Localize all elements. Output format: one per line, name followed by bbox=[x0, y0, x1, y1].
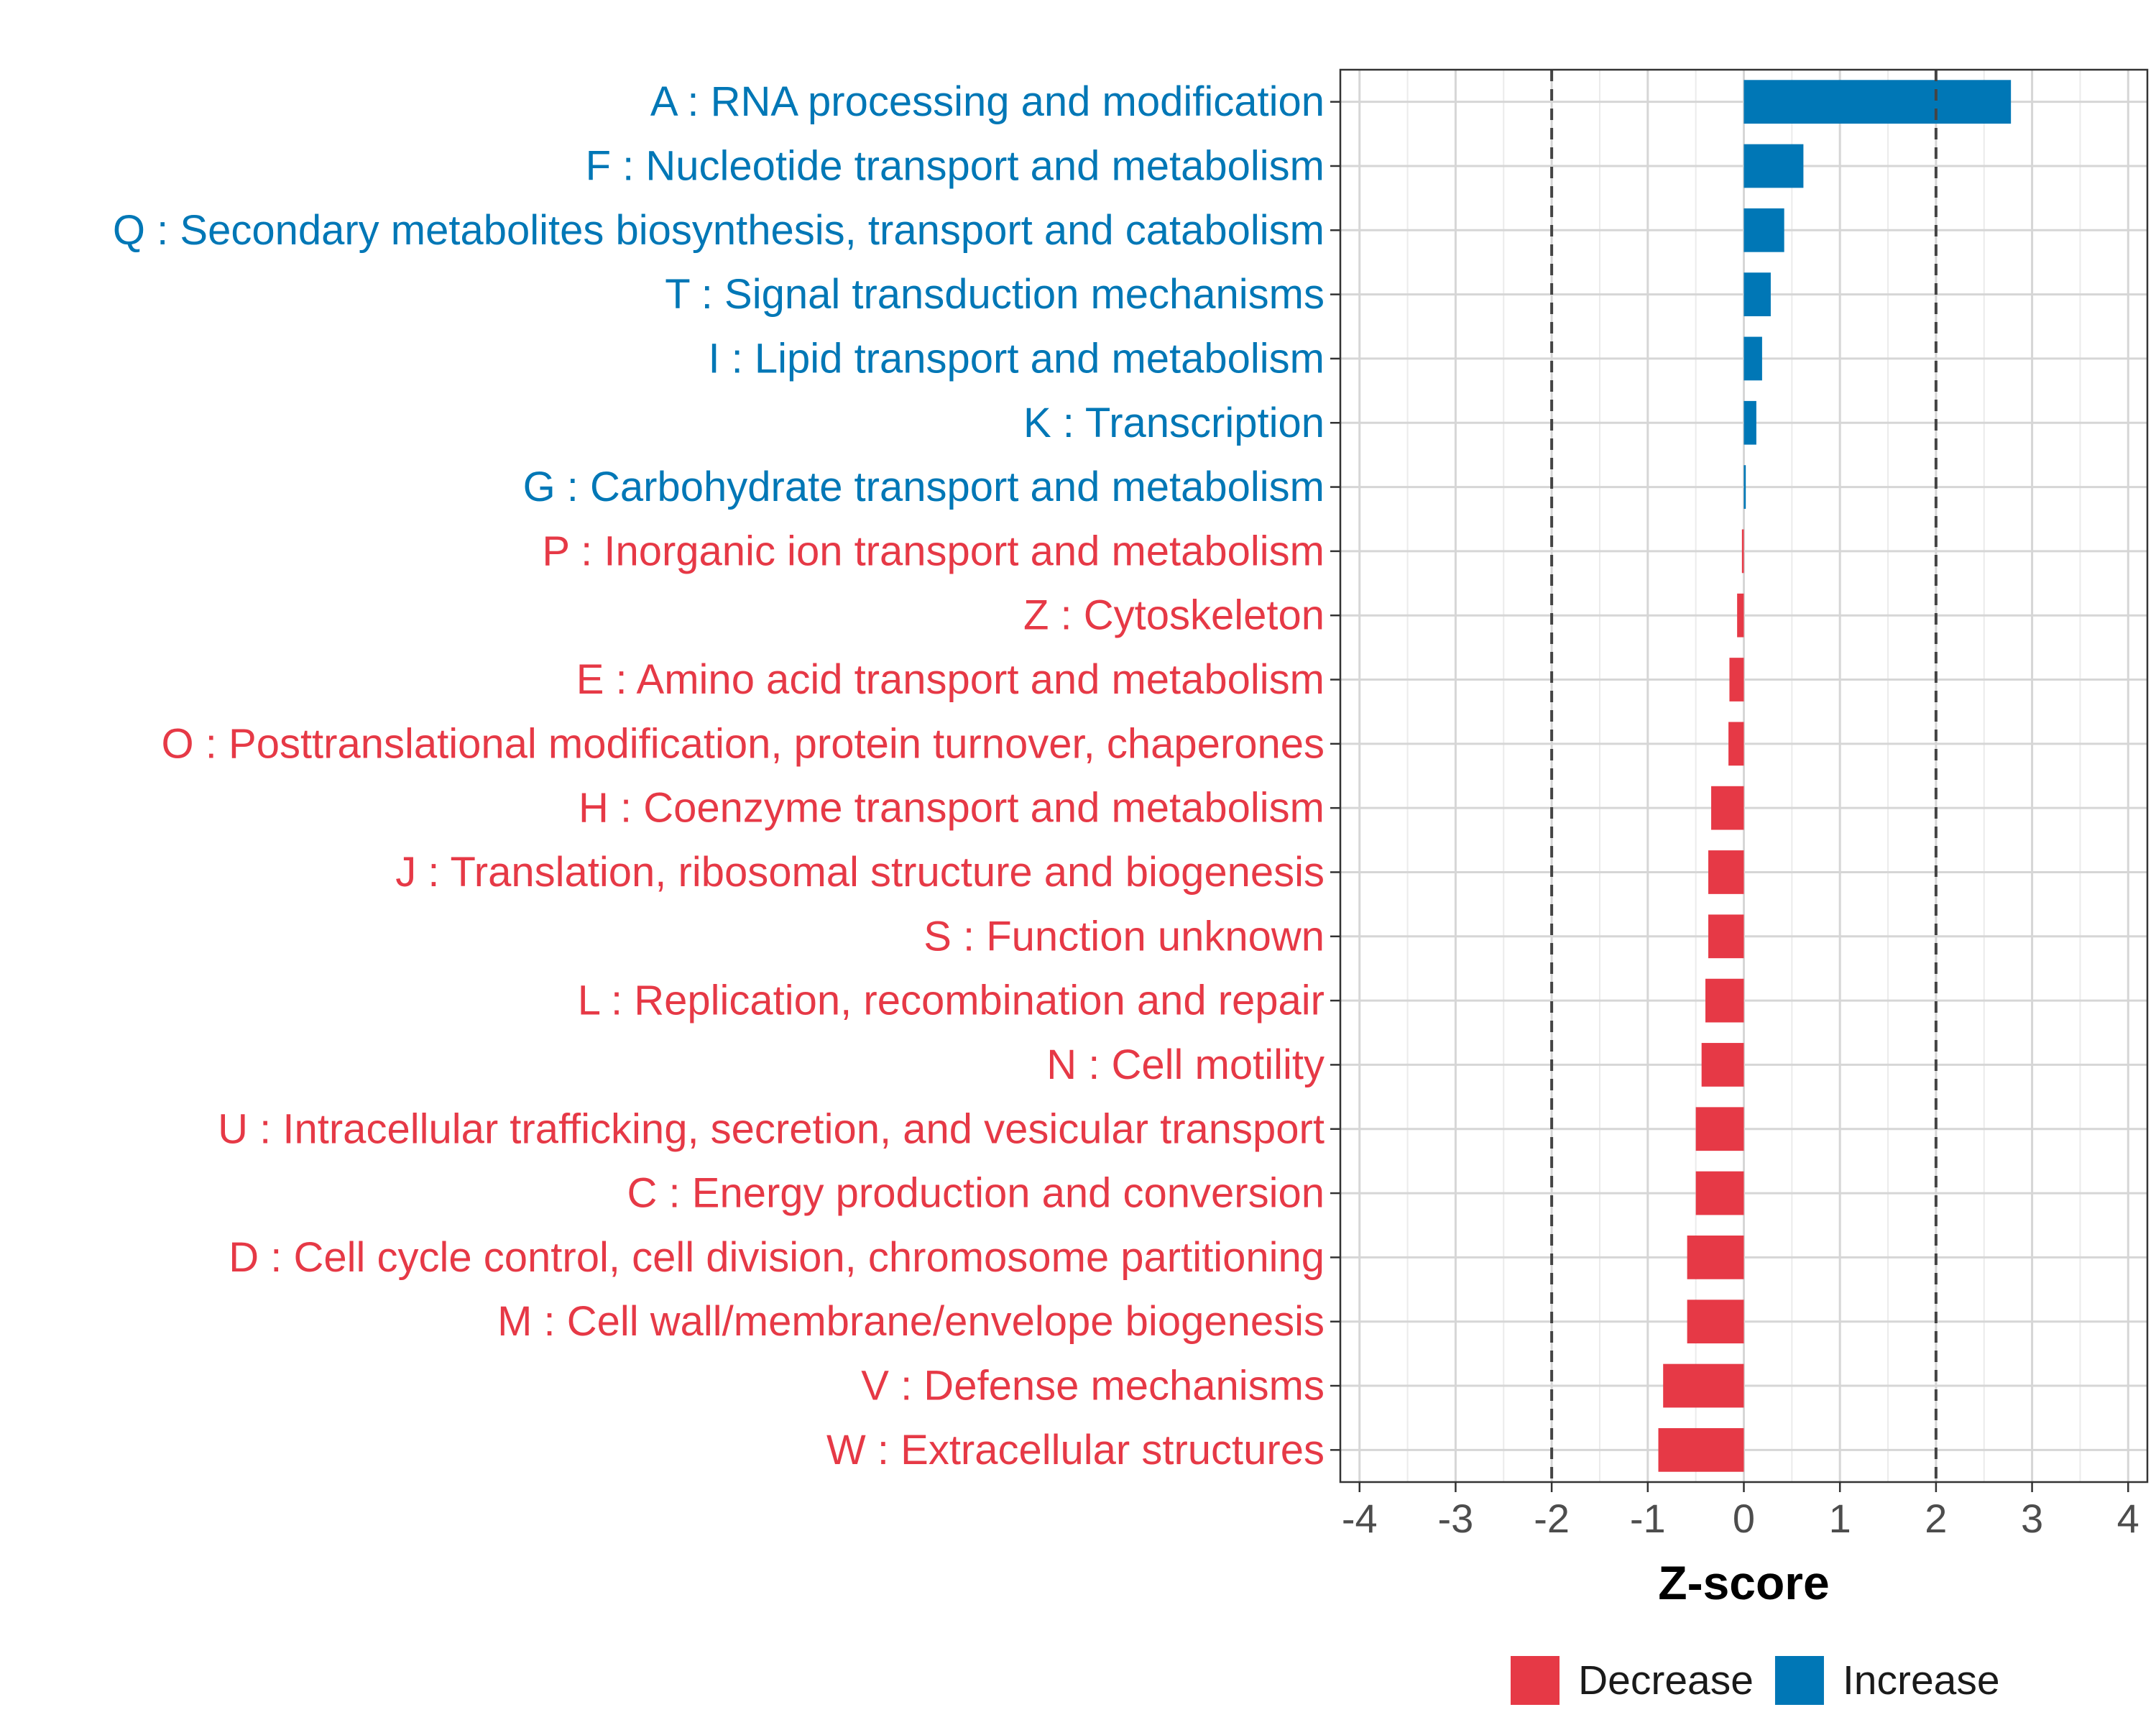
bar-f bbox=[1743, 144, 1804, 188]
x-tick-label: 4 bbox=[2117, 1496, 2139, 1541]
legend-label-increase: Increase bbox=[1843, 1657, 2000, 1703]
bars-group bbox=[1658, 80, 2012, 1472]
bar-z bbox=[1737, 593, 1744, 638]
legend-key-decrease bbox=[1511, 1656, 1560, 1705]
bar-k bbox=[1743, 400, 1756, 445]
y-tick-label: J : Translation, ribosomal structure and… bbox=[395, 849, 1325, 896]
legend: Decrease Increase bbox=[1511, 1656, 2000, 1705]
y-tick-label: S : Function unknown bbox=[923, 913, 1325, 960]
bar-i bbox=[1743, 336, 1762, 381]
x-tick-label: -4 bbox=[1342, 1496, 1378, 1541]
bar-q bbox=[1743, 208, 1784, 252]
x-tick-label: -1 bbox=[1630, 1496, 1666, 1541]
x-axis: -4 -3 -2 -1 0 1 2 3 4 bbox=[1342, 1482, 2139, 1541]
bar-d bbox=[1687, 1236, 1744, 1279]
y-tick-label: N : Cell motility bbox=[1046, 1041, 1325, 1088]
y-tick-label: F : Nucleotide transport and metabolism bbox=[586, 142, 1325, 189]
y-tick-label: L : Replication, recombination and repai… bbox=[578, 978, 1325, 1024]
bar-m bbox=[1687, 1300, 1744, 1344]
y-tick-label: O : Posttranslational modification, prot… bbox=[162, 720, 1325, 767]
bar-g bbox=[1743, 465, 1746, 509]
bar-n bbox=[1701, 1043, 1744, 1087]
bar-e bbox=[1729, 658, 1744, 702]
x-tick-label: 0 bbox=[1733, 1496, 1755, 1541]
y-tick-label: M : Cell wall/membrane/envelope biogenes… bbox=[497, 1298, 1325, 1345]
y-tick-label: Z : Cytoskeleton bbox=[1023, 592, 1325, 639]
y-tick-label: H : Coenzyme transport and metabolism bbox=[579, 785, 1325, 832]
reference-lines bbox=[1550, 70, 1938, 1482]
y-tick-label: A : RNA processing and modification bbox=[650, 78, 1325, 125]
y-tick-label: Q : Secondary metabolites biosynthesis, … bbox=[113, 207, 1325, 254]
y-tick-label: W : Extracellular structures bbox=[826, 1427, 1325, 1473]
bar-p bbox=[1741, 529, 1744, 574]
y-axis: A : RNA processing and modification F : N… bbox=[113, 78, 1340, 1473]
bar-v bbox=[1663, 1363, 1744, 1408]
bar-c bbox=[1695, 1171, 1744, 1215]
x-tick-label: -3 bbox=[1438, 1496, 1474, 1541]
x-axis-title: Z-score bbox=[1658, 1556, 1829, 1609]
x-tick-label: -2 bbox=[1534, 1496, 1570, 1541]
bar-a bbox=[1743, 80, 2012, 124]
y-tick-label: C : Energy production and conversion bbox=[627, 1170, 1325, 1217]
y-tick-label: U : Intracellular trafficking, secretion… bbox=[218, 1105, 1325, 1152]
legend-label-decrease: Decrease bbox=[1578, 1657, 1754, 1703]
bar-u bbox=[1695, 1107, 1744, 1151]
bar-o bbox=[1728, 722, 1744, 766]
y-tick-label: D : Cell cycle control, cell division, c… bbox=[229, 1234, 1325, 1281]
y-tick-label: V : Defense mechanisms bbox=[861, 1363, 1325, 1409]
x-tick-label: 2 bbox=[1925, 1496, 1947, 1541]
y-tick-label: T : Signal transduction mechanisms bbox=[665, 271, 1325, 318]
bar-j bbox=[1708, 850, 1744, 894]
x-tick-label: 1 bbox=[1829, 1496, 1851, 1541]
bar-l bbox=[1705, 978, 1744, 1023]
bar-t bbox=[1743, 272, 1771, 316]
legend-key-increase bbox=[1774, 1656, 1824, 1705]
y-tick-label: I : Lipid transport and metabolism bbox=[708, 335, 1325, 382]
y-tick-label: E : Amino acid transport and metabolism bbox=[576, 656, 1325, 703]
y-tick-label: G : Carbohydrate transport and metabolis… bbox=[523, 464, 1325, 510]
bar-h bbox=[1711, 786, 1744, 830]
x-tick-label: 3 bbox=[2021, 1496, 2043, 1541]
y-tick-label: P : Inorganic ion transport and metaboli… bbox=[542, 528, 1325, 574]
bar-w bbox=[1658, 1427, 1744, 1472]
bar-s bbox=[1708, 914, 1744, 959]
y-tick-label: K : Transcription bbox=[1023, 400, 1325, 446]
